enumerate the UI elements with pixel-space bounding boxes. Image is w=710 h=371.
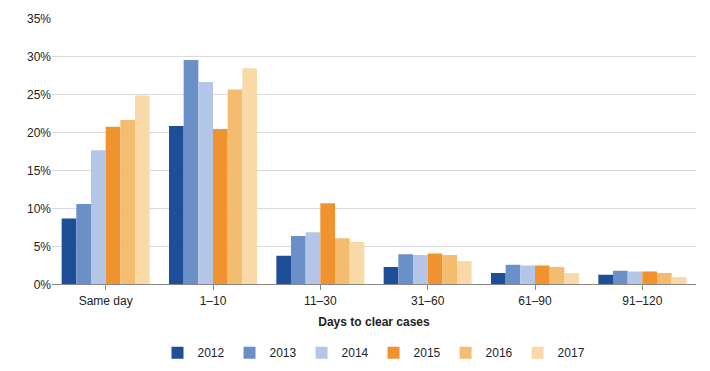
svg-text:2012: 2012 [198, 346, 225, 360]
svg-text:2013: 2013 [270, 346, 297, 360]
svg-text:Days to clear cases: Days to clear cases [318, 315, 430, 329]
svg-text:31–60: 31–60 [411, 294, 445, 308]
svg-text:5%: 5% [34, 240, 52, 254]
svg-text:61–90: 61–90 [518, 294, 552, 308]
svg-text:91–120: 91–120 [622, 294, 662, 308]
svg-text:11–30: 11–30 [304, 294, 337, 308]
svg-text:15%: 15% [27, 164, 51, 178]
svg-text:1–10: 1–10 [200, 294, 227, 308]
svg-text:2015: 2015 [414, 346, 441, 360]
svg-text:2014: 2014 [342, 346, 369, 360]
svg-text:35%: 35% [27, 12, 51, 26]
svg-text:0%: 0% [34, 278, 52, 292]
svg-text:10%: 10% [27, 202, 51, 216]
svg-text:Same day: Same day [79, 294, 133, 308]
svg-text:30%: 30% [27, 50, 51, 64]
svg-text:2017: 2017 [558, 346, 585, 360]
svg-text:20%: 20% [27, 126, 51, 140]
svg-text:2016: 2016 [486, 346, 513, 360]
svg-text:25%: 25% [27, 88, 51, 102]
